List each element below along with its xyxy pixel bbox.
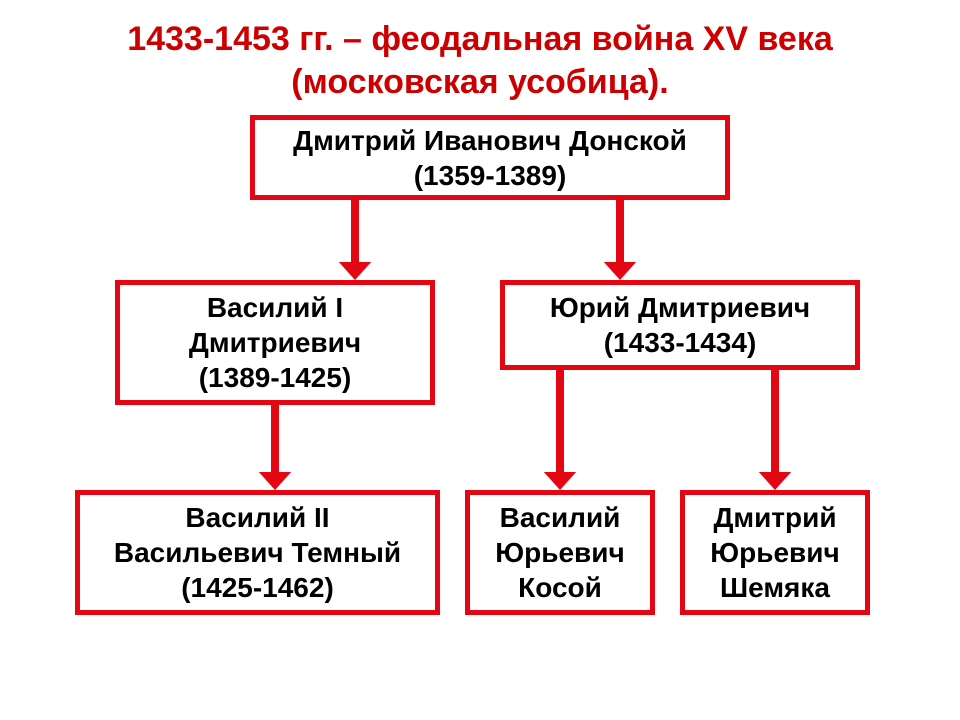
node-vasily1: Василий IДмитриевич(1389-1425) xyxy=(115,280,435,405)
node-line: Дмитриевич xyxy=(189,325,361,360)
node-line: Шемяка xyxy=(720,570,830,605)
node-line: Косой xyxy=(518,570,602,605)
node-line: (1389-1425) xyxy=(199,360,352,395)
node-shemyaka: ДмитрийЮрьевичШемяка xyxy=(680,490,870,615)
node-yuri: Юрий Дмитриевич(1433-1434) xyxy=(500,280,860,370)
node-line: (1433-1434) xyxy=(604,325,757,360)
diagram-title: 1433-1453 гг. – феодальная война XV века… xyxy=(0,18,960,103)
node-line: Василий I xyxy=(207,290,343,325)
title-line1: 1433-1453 гг. – феодальная война XV века xyxy=(0,18,960,61)
node-line: Василий II xyxy=(185,500,329,535)
node-line: Васильевич Темный xyxy=(114,535,401,570)
title-line2: (московская усобица). xyxy=(0,61,960,104)
node-line: (1359-1389) xyxy=(414,158,567,193)
node-line: Василий xyxy=(500,500,621,535)
node-line: Юрий Дмитриевич xyxy=(550,290,810,325)
node-line: Дмитрий Иванович Донской xyxy=(293,123,687,158)
node-vasily2: Василий IIВасильевич Темный(1425-1462) xyxy=(75,490,440,615)
node-line: (1425-1462) xyxy=(181,570,334,605)
node-kosoy: ВасилийЮрьевичКосой xyxy=(465,490,655,615)
node-line: Юрьевич xyxy=(710,535,839,570)
node-root: Дмитрий Иванович Донской(1359-1389) xyxy=(250,115,730,200)
node-line: Юрьевич xyxy=(495,535,624,570)
node-line: Дмитрий xyxy=(713,500,836,535)
